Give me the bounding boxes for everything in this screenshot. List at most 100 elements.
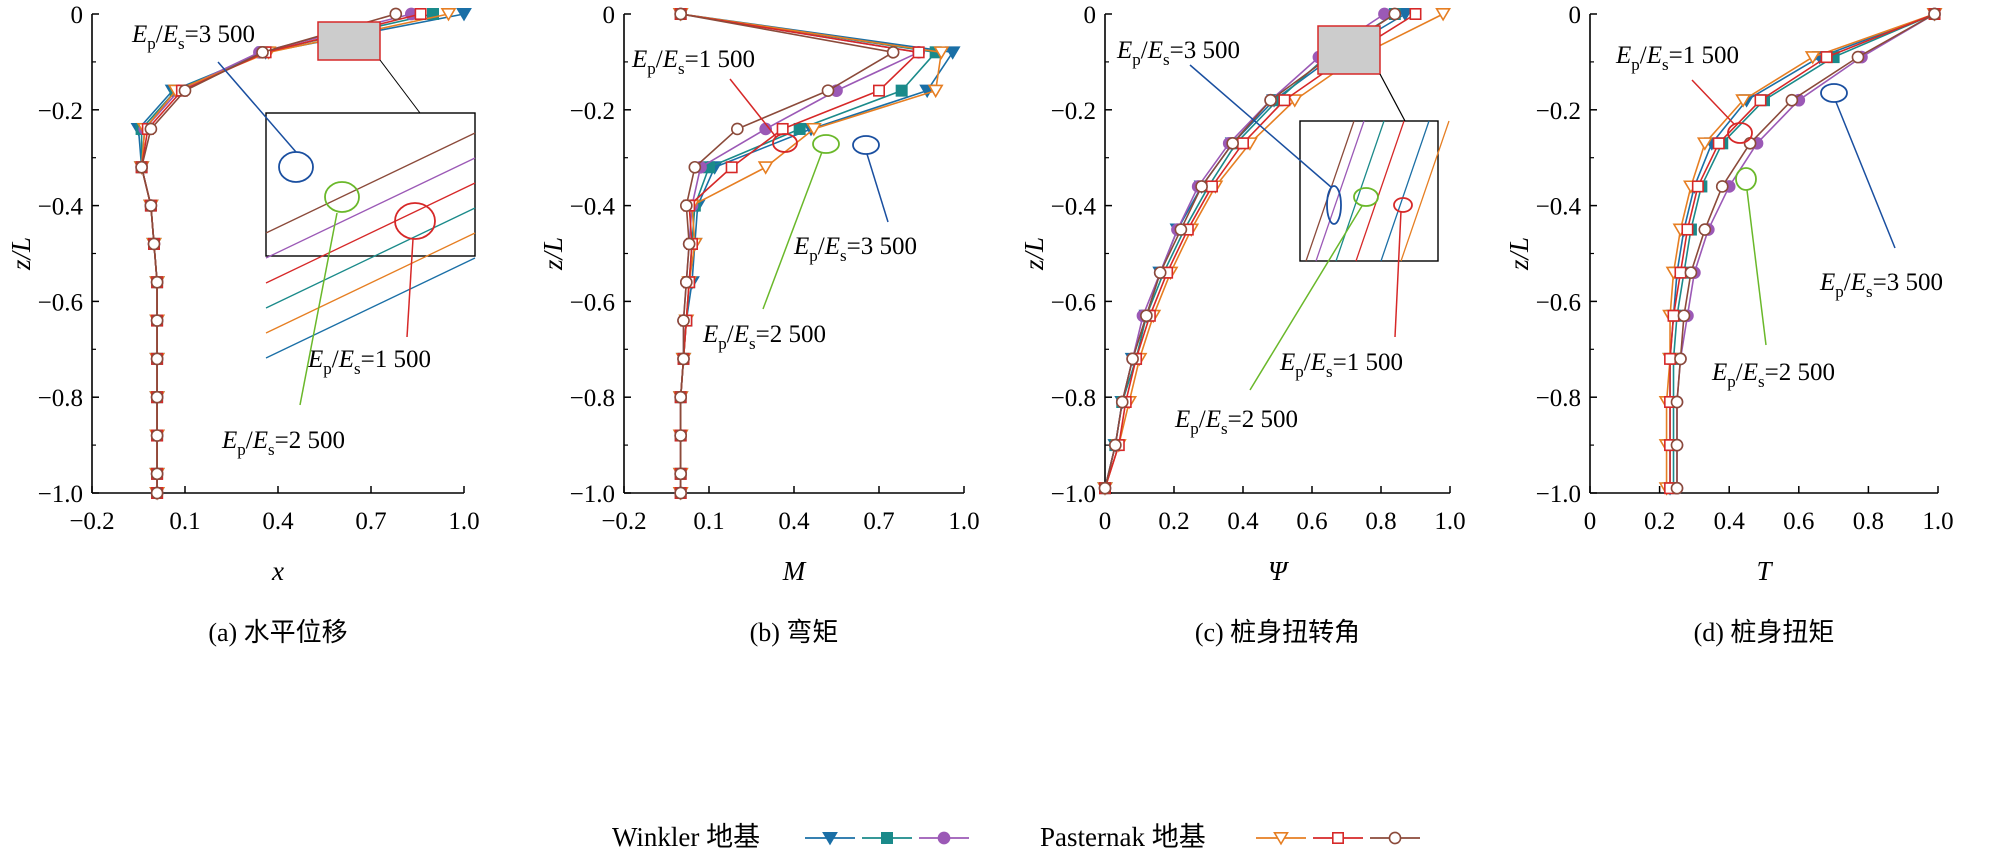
leader-2500: [299, 212, 338, 406]
panel-caption: (c) 桩身扭转角: [1195, 618, 1360, 647]
label-d-3500-part: s: [1866, 282, 1873, 301]
data-point: [725, 161, 738, 174]
label-b-2500-part: E: [733, 321, 749, 348]
data-point: [1397, 8, 1414, 22]
inset-curve: [1315, 120, 1365, 262]
label-d-1500-part: /: [1640, 42, 1647, 69]
inset-frame: [265, 112, 476, 257]
data-point: [144, 122, 158, 136]
label-c-3500-part: p: [1132, 50, 1141, 69]
data-point: [1684, 266, 1698, 279]
x-tick-label: −0.2: [69, 508, 114, 535]
label-d-3500-part: =3 500: [1873, 269, 1943, 296]
zoom-connector: [379, 59, 421, 114]
data-point: [1674, 266, 1687, 279]
data-point: [1126, 352, 1139, 366]
panel-b: 0−0.2−0.4−0.6−0.8−1.0−0.2 0.1 0.4 0.7 1.0z/L…: [538, 2, 980, 647]
data-point: [933, 46, 950, 60]
data-point: [150, 352, 164, 366]
series-line: [140, 13, 397, 493]
leader-d-2500: [1746, 189, 1767, 346]
legend-pasternak-label: Pasternak 地基: [1040, 822, 1206, 852]
label-b-3500: Ep/Es=3 500: [793, 233, 917, 265]
data-point: [150, 486, 164, 500]
data-point: [1286, 94, 1303, 108]
data-point: [680, 275, 693, 289]
label-b-3500-part: E: [793, 233, 809, 260]
leader-c-2500: [1249, 205, 1363, 391]
label-a-3500-part: s: [178, 34, 185, 53]
x-axis-label: Ψ: [1268, 556, 1290, 586]
ellipse-c-1500: [1393, 197, 1413, 213]
data-point: [682, 237, 696, 251]
inset-curve: [265, 182, 476, 284]
label-d-3500-part: E: [1850, 269, 1866, 296]
data-point: [1205, 180, 1218, 193]
label-c-2500-part: s: [1221, 419, 1228, 438]
ellipse-b-1500: [772, 133, 798, 153]
data-point: [805, 122, 822, 137]
x-tick-label: 1.0: [948, 508, 979, 535]
series-line: [1669, 13, 1935, 489]
x-tick-label: −0.2: [601, 508, 646, 535]
inset-curve: [265, 232, 476, 334]
y-tick-label: −0.6: [1051, 289, 1096, 316]
y-tick-label: −1.0: [1536, 481, 1581, 508]
data-point: [1153, 266, 1167, 279]
label-a-3500-part: E: [162, 21, 178, 48]
data-point: [1804, 51, 1821, 65]
y-tick-label: −0.8: [570, 385, 615, 412]
label-a-1500-part: s: [354, 359, 361, 378]
x-tick-label: 0: [1584, 508, 1597, 535]
label-a-2500-part: /: [246, 427, 253, 454]
data-point: [256, 45, 269, 59]
leader-c-1500: [1394, 210, 1402, 338]
label-d-2500-part: =2 500: [1765, 359, 1835, 386]
y-tick-label: −1.0: [38, 481, 83, 508]
x-tick-label: 0.4: [1714, 508, 1746, 535]
data-point: [1195, 180, 1208, 193]
label-a-2500-part: p: [237, 440, 246, 459]
label-c-2500-part: E: [1174, 406, 1190, 433]
label-a-3500-part: p: [147, 34, 156, 53]
x-tick-label: 0.7: [355, 508, 386, 535]
data-point: [1851, 50, 1865, 64]
data-point: [1928, 7, 1941, 21]
label-b-3500-part: s: [840, 246, 847, 265]
data-point: [872, 84, 885, 97]
legend: Winkler 地基 Pasternak 地基: [612, 822, 1420, 852]
label-b-3500-part: E: [824, 233, 840, 260]
data-point: [150, 390, 164, 404]
x-tick-label: 1.0: [1922, 508, 1953, 535]
label-c-1500: Ep/Es=1 500: [1279, 349, 1403, 381]
x-tick-label: 0.8: [1853, 508, 1884, 535]
inset-curve: [1400, 120, 1450, 262]
data-point: [178, 84, 192, 97]
data-point: [912, 46, 925, 59]
data-point: [1664, 352, 1677, 365]
data-point: [1715, 180, 1729, 193]
y-tick-label: −0.4: [1536, 194, 1582, 221]
x-tick-label: 0.4: [778, 508, 810, 535]
y-tick-label: −0.6: [570, 289, 615, 316]
label-c-3500-part: E: [1116, 37, 1132, 64]
data-point: [1670, 438, 1684, 452]
data-point: [1264, 93, 1277, 107]
data-point: [1109, 438, 1122, 452]
ellipse-1500: [394, 202, 436, 240]
label-a-1500-part: p: [323, 359, 332, 378]
zoom-region: [317, 21, 381, 61]
data-point: [680, 199, 693, 212]
label-a-3500: Ep/Es=3 500: [131, 21, 255, 53]
data-point: [677, 352, 690, 366]
label-c-2500: Ep/Es=2 500: [1174, 406, 1298, 438]
y-tick-label: −0.6: [1536, 289, 1581, 316]
data-point: [674, 429, 687, 442]
x-tick-label: 0.6: [1296, 508, 1327, 535]
label-c-1500-part: E: [1279, 349, 1295, 376]
data-point: [821, 84, 835, 97]
leader-b-2500: [762, 151, 823, 310]
data-point: [1226, 137, 1239, 150]
data-point: [895, 84, 908, 97]
